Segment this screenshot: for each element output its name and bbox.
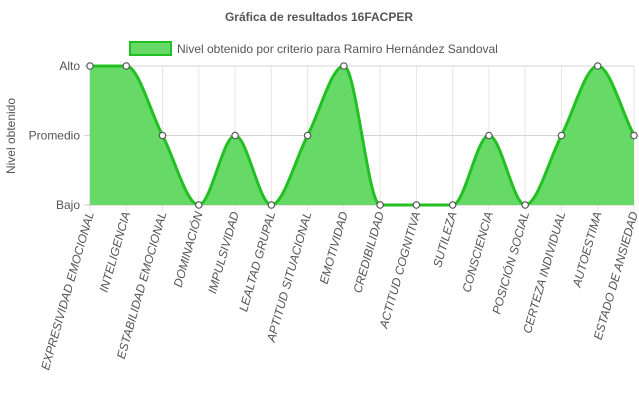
x-tick-label: IMPULSIVIDAD	[205, 210, 242, 296]
legend[interactable]: Nivel obtenido por criterio para Ramiro …	[129, 41, 498, 56]
x-tick-label: INTELIGENCIA	[97, 210, 133, 294]
data-point[interactable]	[630, 131, 638, 140]
x-tick-label: DOMINACIÓN	[170, 209, 206, 288]
x-axis: EXPRESIVIDAD EMOCIONAL INTELIGENCIAESTABI…	[38, 209, 639, 371]
x-tick-label: CREDIBILIDAD	[350, 210, 387, 295]
x-tick-label: ACTITUD COGNITIVA	[376, 210, 423, 331]
data-point[interactable]	[376, 201, 384, 209]
y-axis: Bajo Promedio Alto	[29, 59, 81, 212]
data-point[interactable]	[122, 62, 131, 70]
data-point[interactable]	[231, 131, 239, 140]
data-point[interactable]	[303, 131, 312, 140]
y-tick-label: Alto	[59, 59, 80, 73]
y-axis-title: Nivel obtenido	[4, 98, 18, 174]
y-tick-label: Bajo	[56, 198, 80, 212]
data-point[interactable]	[412, 201, 421, 209]
series-line	[90, 64, 636, 207]
data-point[interactable]	[448, 201, 457, 209]
chart-title: Gráfica de resultados 16FACPER	[225, 10, 413, 24]
legend-swatch[interactable]	[129, 41, 172, 56]
x-tick-label: LEALTAD GRUPAL	[236, 210, 278, 313]
y-tick-label: Promedio	[29, 129, 81, 143]
x-tick-label: POSICIÓN SOCIAL	[488, 210, 532, 316]
data-point[interactable]	[593, 62, 602, 70]
data-point[interactable]	[521, 201, 530, 209]
data-point[interactable]	[86, 62, 94, 70]
data-point[interactable]	[267, 201, 276, 209]
data-point[interactable]	[340, 62, 348, 70]
x-tick-label: EXPRESIVIDAD EMOCIONAL	[38, 210, 97, 372]
x-tick-label: SUTILEZA	[430, 210, 459, 269]
x-tick-label: CONSCIENCIA	[459, 210, 495, 294]
data-point[interactable]	[557, 131, 566, 140]
data-point[interactable]	[195, 201, 203, 209]
x-tick-label: EMOTIVIDAD	[317, 210, 351, 286]
legend-label[interactable]: Nivel obtenido por criterio para Ramiro …	[177, 42, 498, 56]
x-tick-label: AUTOESTIMA	[569, 210, 604, 290]
data-point[interactable]	[485, 131, 493, 140]
series-area	[90, 64, 636, 207]
data-points[interactable]	[86, 62, 638, 209]
data-point[interactable]	[158, 131, 167, 140]
